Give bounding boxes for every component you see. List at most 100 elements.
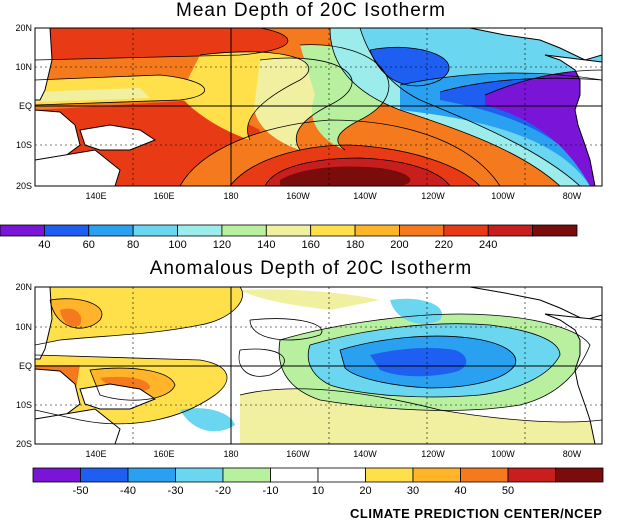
anomaly-band-10-south: [240, 388, 602, 444]
colorbar-label: 160: [302, 239, 320, 251]
colorbar-label: -30: [168, 485, 184, 497]
colorbar-swatch: [507, 467, 556, 483]
colorbar-swatch: [532, 224, 578, 237]
colorbar-label: 20: [359, 485, 371, 497]
anomaly-contours: [35, 287, 602, 425]
colorbar-swatch: [487, 224, 534, 237]
colorbar-swatch: [265, 224, 312, 237]
colorbar-label: 200: [390, 239, 408, 251]
anomaly-axis-labels: 20N 10N EQ 10S 20S 140E 160E 180 160W 14…: [15, 282, 581, 459]
colorbar-label: 10: [312, 485, 324, 497]
colorbar-swatch: [270, 467, 319, 483]
colorbar-swatch: [443, 224, 489, 237]
anomaly-land-mexico: [469, 287, 602, 321]
mean-lon-label: 160E: [153, 191, 174, 201]
colorbar-label: 80: [127, 239, 139, 251]
colorbar-swatch: [177, 224, 223, 237]
mean-band-max: [280, 166, 411, 186]
mean-lon-label: 140W: [353, 191, 377, 201]
colorbar-swatch: [399, 224, 445, 237]
anomaly-land-south-america: [544, 313, 602, 444]
colorbar-swatch: [365, 467, 414, 483]
anomaly-band-10-north: [240, 289, 380, 310]
mean-band-220: [35, 28, 288, 60]
colorbar-swatch: [354, 224, 400, 237]
anomaly-lon-label: 160W: [286, 449, 310, 459]
colorbar-label: -20: [215, 485, 231, 497]
anomaly-land-new-guinea: [79, 383, 157, 410]
mean-lon-label: 160W: [286, 191, 310, 201]
anomaly-lon-label: 120W: [421, 449, 445, 459]
colorbar-swatch: [132, 224, 178, 237]
colorbar-label: 40: [38, 239, 50, 251]
mean-axis-labels: 20N 10N EQ 10S 20S 140E 160E 180 160W 14…: [15, 23, 581, 201]
mean-lon-label: 140E: [85, 191, 106, 201]
colorbar-label: -10: [263, 485, 279, 497]
anomaly-lat-label: EQ: [19, 361, 32, 371]
colorbar-label: 180: [346, 239, 364, 251]
anomaly-lat-label: 20S: [16, 439, 32, 449]
mean-colorbar: 40 60 80 100 120 140 160 180 200 220 240: [0, 224, 578, 251]
mean-lat-label: 20S: [16, 181, 32, 191]
anomaly-lon-label: 100W: [491, 449, 515, 459]
mean-lon-label: 100W: [491, 191, 515, 201]
mean-band-160-eq: [35, 88, 150, 102]
colorbar-swatch: [317, 467, 366, 483]
colorbar-label: 220: [435, 239, 453, 251]
mean-contours: [35, 28, 602, 186]
mean-lon-label: 120W: [421, 191, 445, 201]
colorbar-label: 40: [454, 485, 466, 497]
mean-lon-label: 180: [223, 191, 238, 201]
colorbar-swatch: [80, 467, 129, 483]
colorbar-label: 60: [83, 239, 95, 251]
mean-land-south-america: [544, 54, 602, 186]
anomaly-band-neg40: [370, 347, 467, 377]
anomaly-band-neg20-north: [390, 298, 442, 324]
mean-land-mexico: [469, 28, 602, 61]
anomaly-lon-label: 140E: [85, 449, 106, 459]
mean-lat-label: 10N: [15, 62, 32, 72]
colorbar-label: 140: [257, 239, 275, 251]
anomaly-lat-label: 10N: [15, 322, 32, 332]
anomaly-land-borneo: [35, 368, 81, 425]
colorbar-swatch: [88, 224, 134, 237]
colorbar-swatch: [43, 224, 90, 237]
mean-depth-title: Mean Depth of 20C Isotherm: [176, 0, 446, 21]
mean-band-40: [485, 70, 602, 186]
anomaly-grid: [34, 286, 603, 445]
anomaly-lon-label: 160E: [153, 449, 174, 459]
colorbar-swatch: [32, 467, 81, 483]
mean-land-australia: [35, 149, 121, 186]
colorbar-label: -40: [120, 485, 136, 497]
colorbar-swatch: [127, 467, 176, 483]
colorbar-label: -50: [73, 485, 89, 497]
anomaly-land-philippines: [35, 287, 53, 360]
colorbar-swatch: [412, 467, 461, 483]
anomaly-lat-label: 10S: [16, 400, 32, 410]
anomaly-colorbar: -50 -40 -30 -20 -10 10 20 30 40 50: [32, 467, 604, 497]
mean-lon-label: 80W: [563, 191, 582, 201]
colorbar-label: 50: [502, 485, 514, 497]
colorbar-swatch: [221, 224, 267, 237]
mean-lat-label: 10S: [16, 140, 32, 150]
anomaly-lat-label: 20N: [15, 282, 32, 292]
colorbar-swatch: [310, 224, 356, 237]
colorbar-swatch: [460, 467, 509, 483]
anomaly-band-neg20-south: [180, 408, 235, 432]
colorbar-swatch: [222, 467, 271, 483]
credit-text: CLIMATE PREDICTION CENTER/NCEP: [350, 506, 603, 521]
colorbar-label: 100: [168, 239, 186, 251]
anomaly-lon-label: 140W: [353, 449, 377, 459]
colorbar-label: 120: [213, 239, 231, 251]
mean-band-60-north: [370, 47, 450, 86]
mean-depth-map: [35, 28, 602, 186]
colorbar-label: 30: [407, 485, 419, 497]
anomaly-lon-label: 80W: [563, 449, 582, 459]
mean-grid: [34, 27, 603, 187]
anomaly-lon-label: 180: [223, 449, 238, 459]
mean-lat-label: EQ: [19, 101, 32, 111]
anomaly-depth-title: Anomalous Depth of 20C Isotherm: [149, 258, 473, 279]
colorbar-label: 240: [479, 239, 497, 251]
colorbar-swatch: [555, 467, 604, 483]
